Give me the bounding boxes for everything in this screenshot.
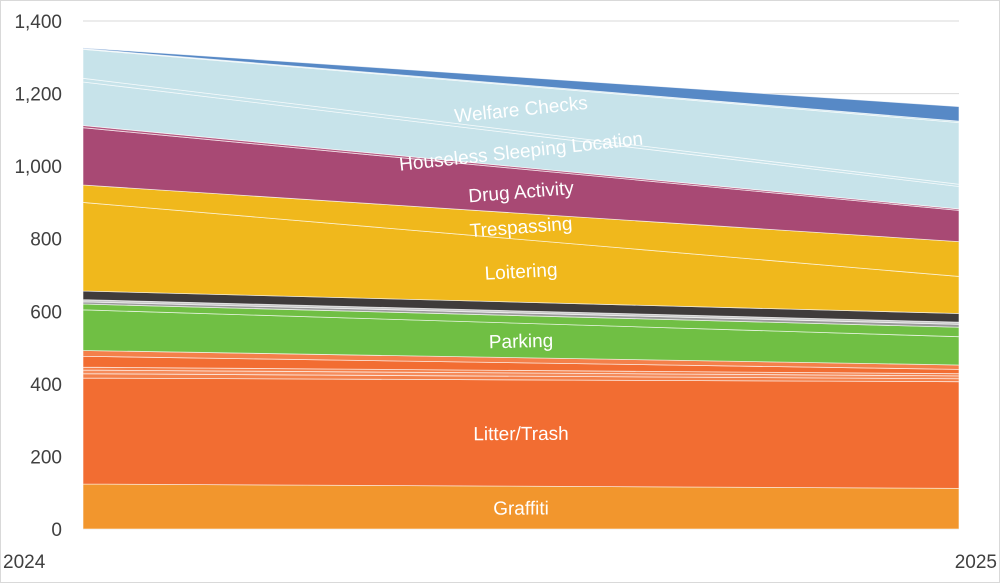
area-series xyxy=(82,47,960,530)
y-tick-label: 1,400 xyxy=(14,12,62,33)
y-tick-label: 600 xyxy=(30,302,62,323)
x-tick-label: 2025 xyxy=(955,552,997,573)
y-tick-label: 1,200 xyxy=(14,85,62,106)
series-label-graffiti: Graffiti xyxy=(493,499,549,520)
series-label-litter-trash: Litter/Trash xyxy=(473,424,568,445)
y-tick-label: 0 xyxy=(51,520,62,541)
series-label-parking: Parking xyxy=(489,331,554,354)
y-tick-label: 1,000 xyxy=(14,157,62,178)
area-other-m xyxy=(82,47,960,122)
x-axis-ticks: 2024 2025 xyxy=(3,552,997,573)
y-tick-label: 800 xyxy=(30,230,62,251)
series-label-loitering: Loitering xyxy=(484,260,558,285)
y-tick-label: 400 xyxy=(30,375,62,396)
y-tick-label: 200 xyxy=(30,447,62,468)
y-axis-ticks: 0 200 400 600 800 1,000 1,200 1,400 xyxy=(14,12,62,541)
x-tick-label: 2024 xyxy=(3,552,46,573)
